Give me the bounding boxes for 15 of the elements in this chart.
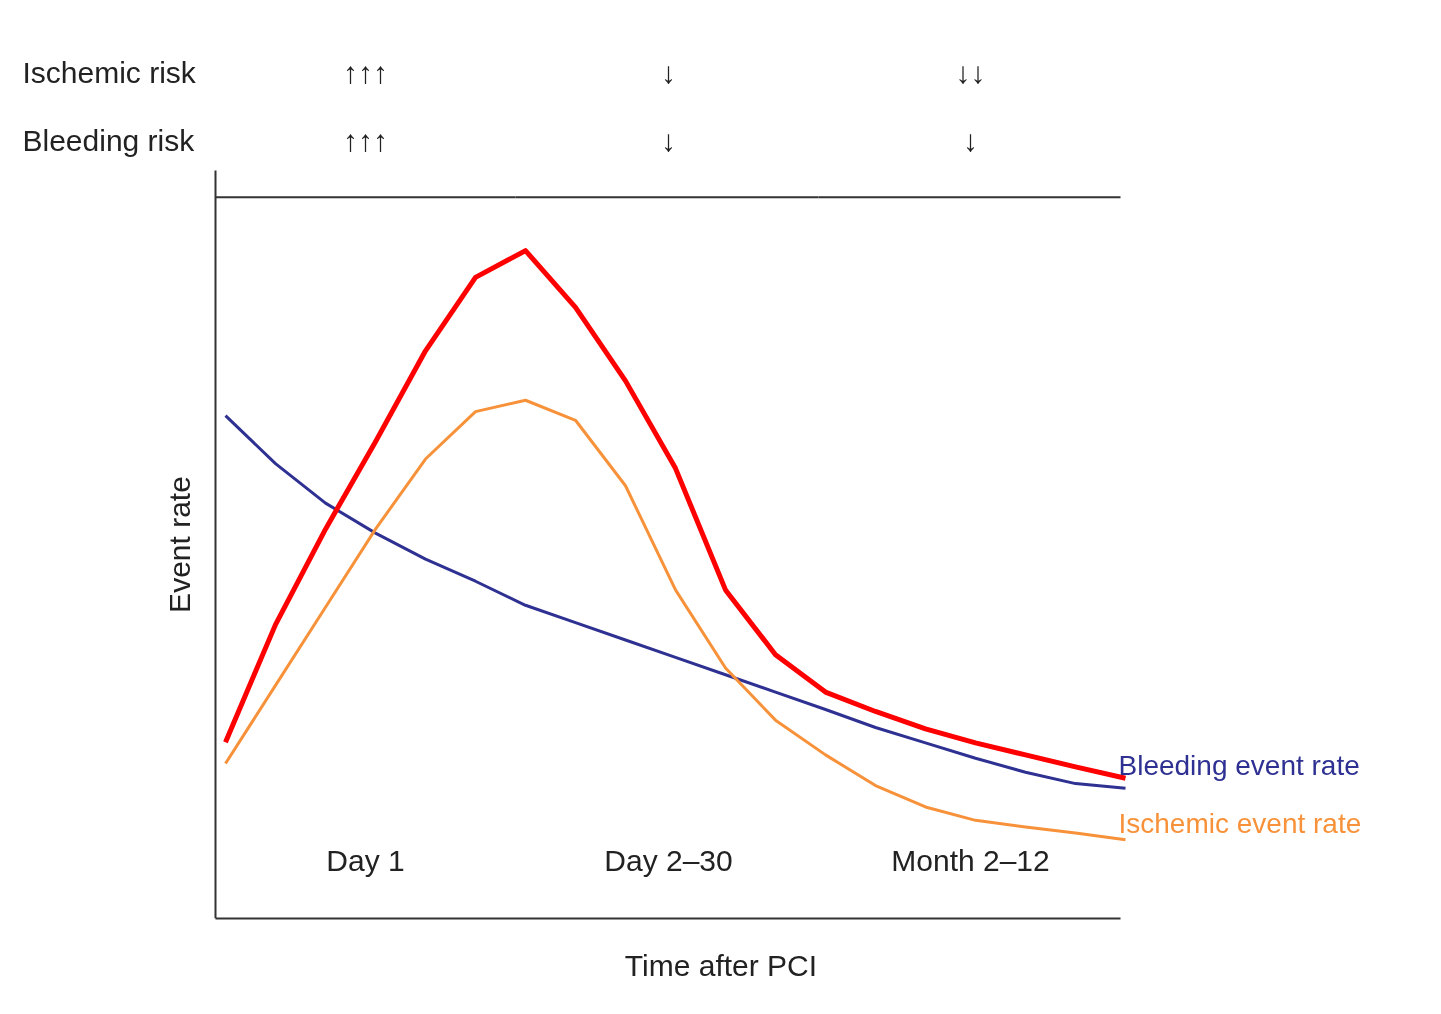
text: Ischemic risk	[22, 56, 197, 90]
series-label: Bleeding event rate	[1118, 750, 1360, 782]
x-axis-title: Time after PCI	[624, 948, 818, 982]
text: ↓	[661, 123, 676, 157]
text: ↑↑↑	[343, 56, 388, 90]
text: Bleeding risk	[22, 123, 196, 157]
annotation: Day 2–30	[604, 843, 733, 877]
text: ↓↓	[955, 56, 986, 90]
text: ↑↑↑	[343, 123, 388, 157]
annotation: Day 1	[326, 843, 405, 877]
annotation: Month 2–12	[891, 843, 1050, 877]
series-label: Ischemic event rate	[1118, 808, 1362, 840]
text: ↓	[661, 56, 676, 90]
y-axis-title: Event rate	[162, 476, 196, 613]
text: ↓	[963, 123, 978, 157]
